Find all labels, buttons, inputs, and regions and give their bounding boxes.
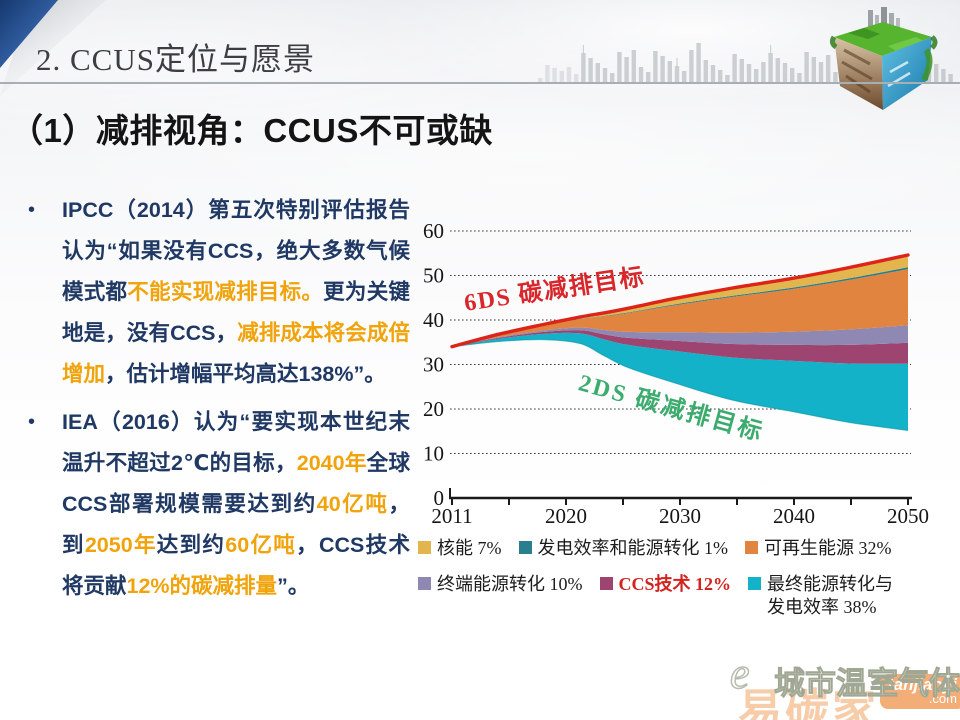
legend-item: 终端能源转化 10% xyxy=(418,573,583,596)
bullet-item: •IPCC（2014）第五次特别评估报告认为“如果没有CCS，绝大多数气候模式都… xyxy=(22,190,410,395)
legend-item: 核能 7% xyxy=(418,537,502,560)
slide: 2. CCUS定位与愿景 （1）减排视角：CCUS不可或缺 •IPCC（2014… xyxy=(0,0,960,720)
legend-label: 可再生能源 32% xyxy=(764,537,892,560)
bullet-text: IEA（2016）认为“要实现本世纪末温升不超过2℃的目标，2040年全球CCS… xyxy=(62,402,410,607)
y-axis-tick-label: 50 xyxy=(423,264,444,288)
text-segment: 40亿吨 xyxy=(317,492,389,516)
slide-subtitle: （1）减排视角：CCUS不可或缺 xyxy=(10,104,493,152)
divider-line xyxy=(0,82,960,84)
legend-swatch xyxy=(748,577,761,590)
legend-swatch xyxy=(418,541,431,554)
y-axis-tick-label: 40 xyxy=(423,308,444,332)
legend-item: 可再生能源 32% xyxy=(745,537,892,560)
text-segment: 2050年 xyxy=(85,533,157,557)
slide-title: 2. CCUS定位与愿景 xyxy=(36,34,315,79)
earth-cube-graphic xyxy=(828,6,940,116)
legend-label: CCS技术 12% xyxy=(619,573,732,596)
watermark-logo-icon: e xyxy=(730,648,750,699)
watermark-brand-text: 城市温室气体 xyxy=(774,658,960,703)
text-segment: 60亿吨 xyxy=(225,533,296,557)
chart-legend: 核能 7% 发电效率和能源转化 1% 可再生能源 32% 终端能源转化 10% CCS技… xyxy=(418,537,960,632)
watermark: e 易碳家 城市温室气体 tanjiaoyi .com xyxy=(728,646,958,718)
bullet-text: IPCC（2014）第五次特别评估报告认为“如果没有CCS，绝大多数气候模式都不… xyxy=(62,190,410,395)
text-segment: 12%的碳减排量 xyxy=(127,574,278,598)
legend-swatch xyxy=(519,541,532,554)
text-segment: 2040年 xyxy=(297,451,367,475)
legend-swatch xyxy=(600,577,613,590)
y-axis-tick-label: 60 xyxy=(423,219,444,243)
text-segment: ，估计增幅平均高达138%”。 xyxy=(105,362,386,386)
bullet-item: •IEA（2016）认为“要实现本世纪末温升不超过2℃的目标，2040年全球CC… xyxy=(22,402,410,607)
x-axis-tick-label: 2020 xyxy=(545,504,587,528)
bullet-dot: • xyxy=(22,190,62,395)
x-axis-tick-label: 2050 xyxy=(887,504,929,528)
x-axis-tick-label: 2030 xyxy=(659,504,701,528)
y-axis-tick-label: 30 xyxy=(423,353,444,377)
bullet-list: •IPCC（2014）第五次特别评估报告认为“如果没有CCS，绝大多数气候模式都… xyxy=(22,190,410,614)
x-axis-tick-label: 2011 xyxy=(431,504,472,528)
y-axis-tick-label: 10 xyxy=(423,442,444,466)
legend-item: 最终能源转化与发电效率 38% xyxy=(748,573,907,619)
text-segment: 不能实现减排目标。 xyxy=(127,280,323,304)
legend-item: CCS技术 12% xyxy=(600,573,732,596)
legend-label: 终端能源转化 10% xyxy=(437,573,583,596)
legend-row: 核能 7% 发电效率和能源转化 1% 可再生能源 32% xyxy=(418,537,960,560)
y-axis-tick-label: 20 xyxy=(423,397,444,421)
legend-swatch xyxy=(418,577,431,590)
x-axis-tick-label: 2040 xyxy=(773,504,815,528)
legend-row: 终端能源转化 10% CCS技术 12% 最终能源转化与发电效率 38% xyxy=(418,573,960,619)
text-segment: 达到约 xyxy=(157,533,225,557)
bullet-dot: • xyxy=(22,402,62,607)
text-segment: ”。 xyxy=(277,574,309,598)
emissions-chart: 010203040506020112020203020402050 xyxy=(405,212,960,545)
legend-label: 核能 7% xyxy=(437,537,502,560)
legend-swatch xyxy=(745,541,758,554)
legend-label: 发电效率和能源转化 1% xyxy=(538,537,729,560)
legend-item: 发电效率和能源转化 1% xyxy=(519,537,729,560)
legend-label: 最终能源转化与发电效率 38% xyxy=(767,573,907,619)
